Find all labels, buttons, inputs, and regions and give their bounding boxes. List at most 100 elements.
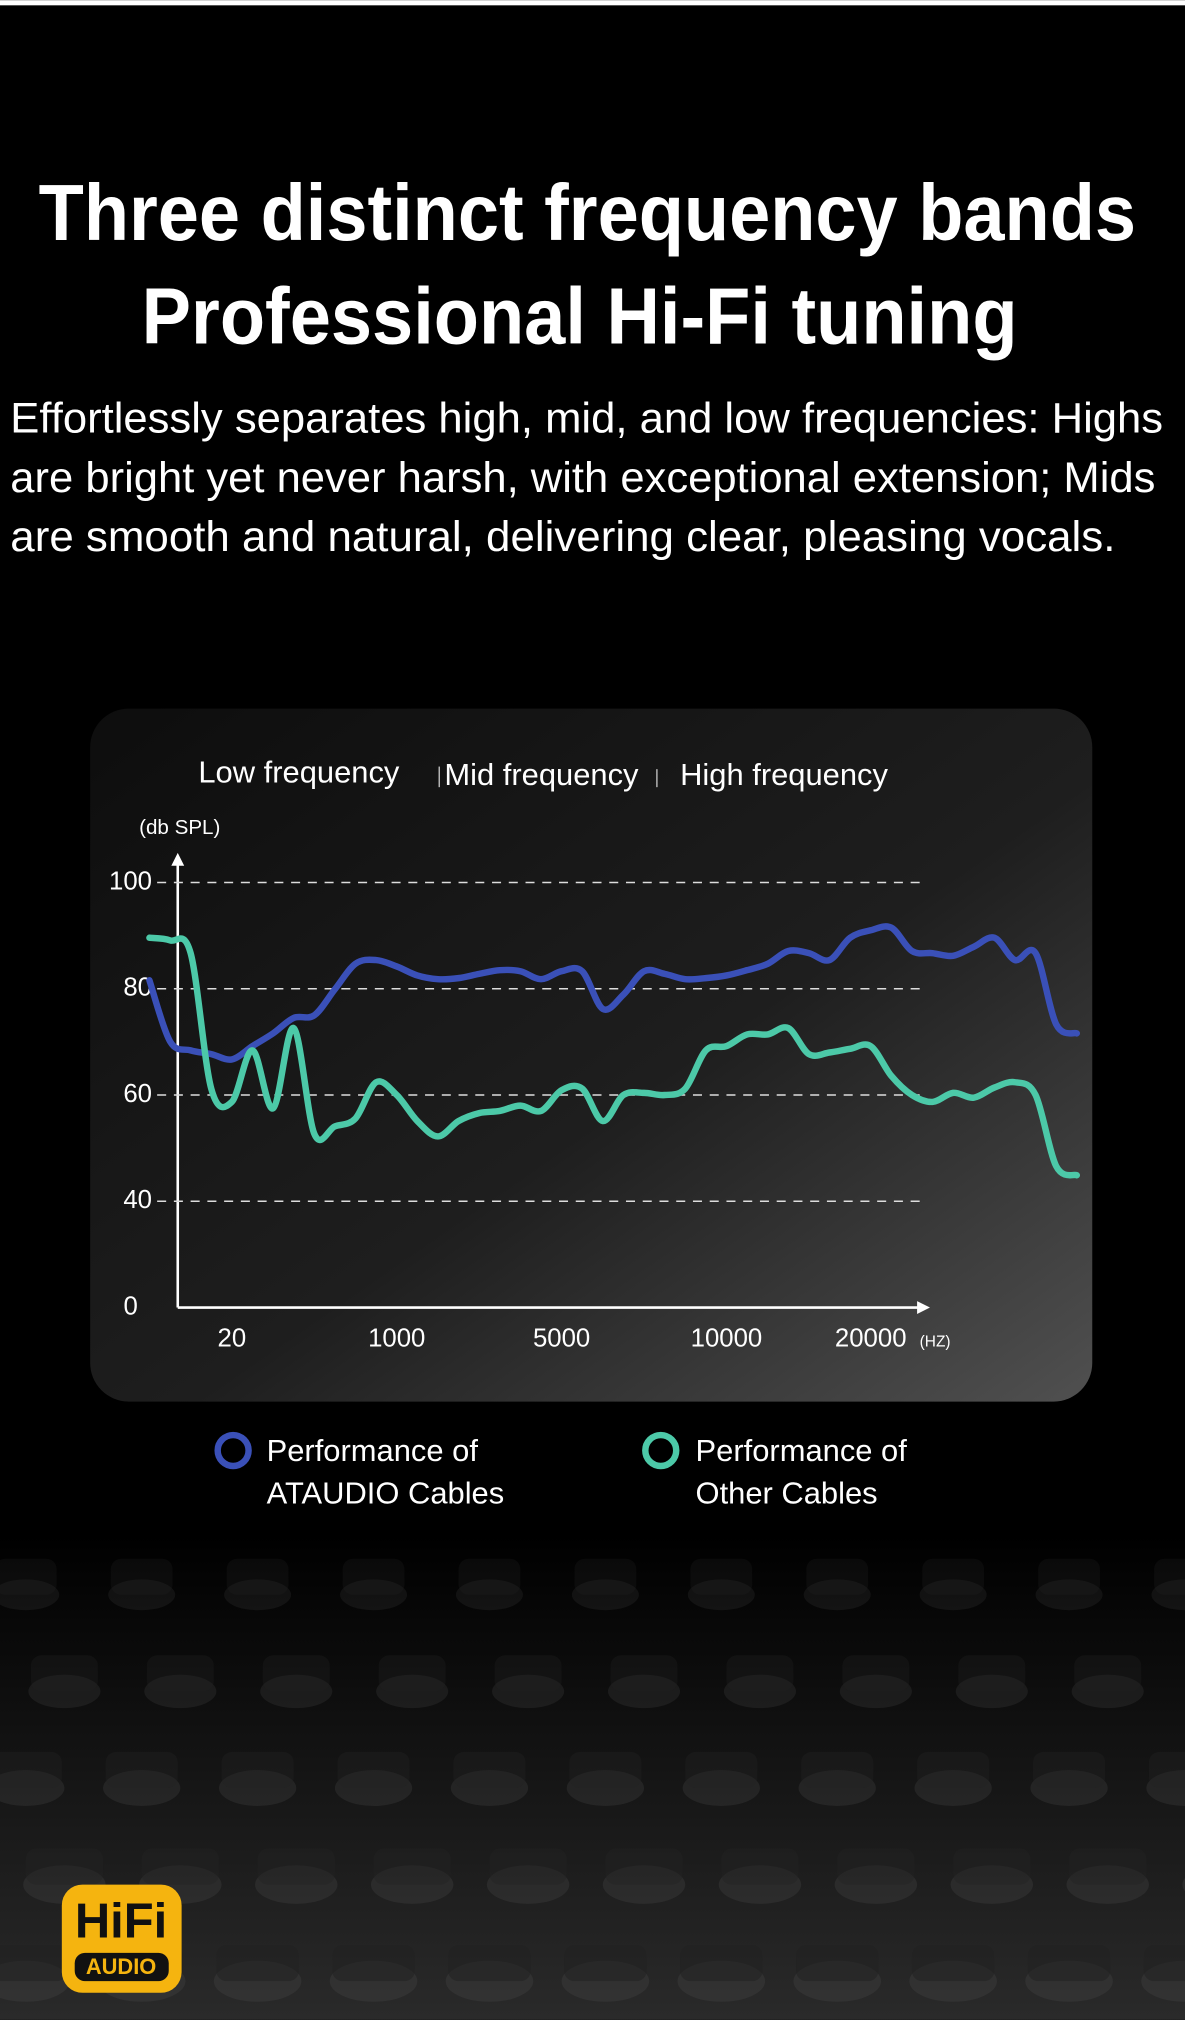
console-knob-body — [342, 1558, 405, 1595]
console-knob-body — [0, 1751, 62, 1788]
console-knob — [492, 1674, 565, 1709]
console-knob-body — [1074, 1655, 1142, 1692]
console-backdrop — [0, 1532, 1185, 2020]
console-knob-body — [680, 1945, 763, 1982]
legend-label-line: Performance of — [267, 1433, 479, 1468]
console-knob-body — [922, 1558, 985, 1595]
console-knob — [260, 1674, 333, 1709]
console-knob-body — [1154, 1558, 1185, 1595]
y-tick-label: 40 — [123, 1186, 152, 1214]
console-knob-body — [226, 1558, 289, 1595]
console-knob — [224, 1579, 292, 1611]
console-knob — [1066, 1865, 1149, 1904]
console-knob-body — [262, 1655, 330, 1692]
legend-label-line: Other Cables — [696, 1476, 878, 1511]
console-knob-body — [378, 1655, 446, 1692]
console-knob-body — [690, 1558, 753, 1595]
console-knob-body — [1143, 1945, 1185, 1982]
console-knob-body — [574, 1558, 637, 1595]
console-knob — [1035, 1579, 1103, 1611]
console-knob-body — [448, 1945, 531, 1982]
console-knob-body — [0, 1945, 67, 1982]
console-knob-body — [605, 1848, 683, 1885]
console-knob — [602, 1865, 686, 1904]
console-knob-body — [1148, 1751, 1185, 1788]
console-knob-body — [685, 1751, 758, 1788]
legend-label: Performance of ATAUDIO Cables — [267, 1433, 505, 1511]
top-strip — [0, 0, 1185, 6]
legend-label-line: Performance of — [696, 1433, 908, 1468]
description-line: are bright yet never harsh, with excepti… — [10, 455, 1155, 502]
console-knob — [255, 1865, 338, 1904]
title-line: Professional Hi-Fi tuning — [142, 271, 1018, 360]
description-line: are smooth and natural, delivering clear… — [10, 514, 1115, 561]
console-knob-body — [30, 1655, 98, 1692]
console-knob-body — [1038, 1558, 1100, 1595]
console-knob-body — [494, 1655, 562, 1692]
console-knob-body — [110, 1558, 173, 1595]
console-knob — [1030, 1769, 1108, 1807]
console-knob-body — [141, 1848, 219, 1885]
console-knob — [839, 1674, 912, 1709]
logo-subtext: AUDIO — [86, 1954, 157, 1979]
legend-marker — [214, 1431, 252, 1470]
console-knob — [687, 1579, 755, 1611]
console-knob-body — [221, 1751, 294, 1788]
description-line: Effortlessly separates high, mid, and lo… — [10, 396, 1163, 443]
console-knob-body — [953, 1848, 1031, 1885]
console-knob-body — [25, 1848, 104, 1885]
console-knob — [950, 1865, 1034, 1904]
y-tick-label: 60 — [123, 1080, 152, 1108]
band-label: High frequency — [680, 757, 888, 792]
console-knob — [607, 1674, 681, 1709]
console-knob — [450, 1769, 529, 1807]
x-tick-label: 20 — [218, 1325, 247, 1353]
console-knob-body — [1033, 1751, 1106, 1788]
console-knob-body — [216, 1945, 299, 1982]
console-knob-body — [726, 1655, 794, 1692]
x-tick-label: 20000 — [835, 1325, 907, 1353]
console-knob-body — [569, 1751, 642, 1788]
console-knob-body — [105, 1751, 178, 1788]
y-axis-arrow — [171, 852, 185, 866]
console-knob-body — [458, 1558, 521, 1595]
console-knob-body — [837, 1848, 915, 1885]
logo-text: HiFi — [75, 1894, 167, 1948]
console-knob — [798, 1769, 876, 1807]
console-knob — [1146, 1769, 1185, 1807]
legend-label: Performance of Other Cables — [696, 1433, 908, 1511]
band-label: Low frequency — [198, 754, 400, 789]
console-knob — [723, 1674, 797, 1709]
band-label: Mid frequency — [444, 757, 639, 792]
console-knob — [914, 1769, 992, 1807]
console-knob — [1151, 1579, 1185, 1611]
console-knob-body — [610, 1655, 678, 1692]
legend-marker — [642, 1431, 680, 1470]
console-knob-body — [796, 1945, 879, 1982]
console-knob — [144, 1674, 217, 1709]
console-knob-body — [958, 1655, 1026, 1692]
console-knob — [718, 1865, 802, 1904]
data-line — [146, 934, 1081, 1179]
console-knob — [919, 1579, 987, 1611]
console-knob-body — [257, 1848, 335, 1885]
x-axis-arrow — [917, 1301, 930, 1314]
x-axis-label: (HZ) — [920, 1333, 951, 1350]
console-knob-body — [721, 1848, 799, 1885]
console-knob — [571, 1579, 639, 1611]
logo-sub-badge — [74, 1952, 169, 1982]
chart-panel — [90, 708, 1093, 1402]
console-knob-body — [146, 1655, 214, 1692]
console-knob — [486, 1865, 570, 1904]
y-origin-label: 0 — [123, 1292, 137, 1320]
x-tick-label: 10000 — [691, 1325, 763, 1353]
console-knob-body — [0, 1558, 57, 1595]
console-knob-body — [1069, 1848, 1147, 1885]
console-knob — [0, 1769, 65, 1807]
legend-label-line: ATAUDIO Cables — [267, 1476, 505, 1511]
console-knob-body — [1027, 1945, 1111, 1982]
console-knob-body — [332, 1945, 415, 1982]
console-knob — [803, 1579, 871, 1611]
console-knob-body — [489, 1848, 567, 1885]
console-knob-body — [453, 1751, 526, 1788]
